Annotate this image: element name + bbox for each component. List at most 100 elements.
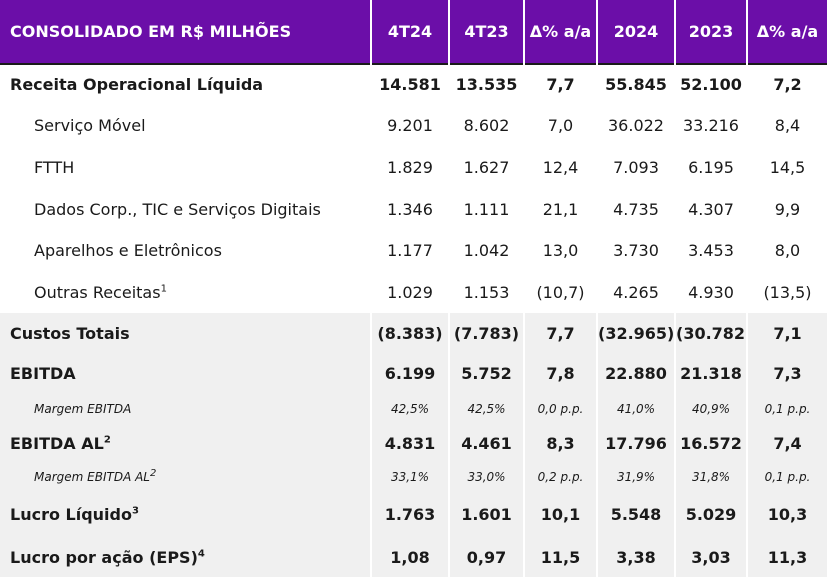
cell-delta-quarter: 7,8	[523, 353, 597, 393]
cell-delta-quarter: 21,1	[523, 188, 597, 230]
header-title: CONSOLIDADO EM R$ MILHÕES	[10, 22, 292, 41]
cell-delta-year: 0,1 p.p.	[746, 393, 827, 425]
row-label: Custos Totais	[0, 313, 371, 353]
cell-delta-quarter: 12,4	[523, 146, 597, 188]
cell-2023: (30.782)	[674, 313, 747, 353]
cell-delta-year: (13,5)	[746, 271, 827, 313]
cell-delta-year: 9,9	[746, 188, 827, 230]
cell-4t23: 1.153	[448, 271, 524, 313]
cell-2023: 40,9%	[674, 393, 747, 425]
cell-delta-quarter: 10,1	[523, 492, 597, 537]
column-header-delta-year: Δ% a/a	[746, 0, 827, 64]
cell-delta-year: 7,3	[746, 353, 827, 393]
cell-2024: 55.845	[596, 63, 675, 104]
row-label: EBITDA AL2	[0, 425, 371, 462]
cell-delta-year: 0,1 p.p.	[746, 462, 827, 492]
cell-2024: 41,0%	[596, 393, 675, 425]
cell-2024: 36.022	[596, 104, 675, 146]
cell-4t24: 1.763	[370, 492, 449, 537]
cell-2023: 3.453	[674, 230, 747, 271]
row-label: Margem EBITDA AL2	[0, 462, 371, 492]
cell-2023: 5.029	[674, 492, 747, 537]
cell-4t23: 1.042	[448, 230, 524, 271]
table-row: EBITDA AL2 4.831 4.461 8,3 17.796 16.572…	[0, 425, 827, 462]
cell-4t23: 5.752	[448, 353, 524, 393]
cell-4t23: 1.627	[448, 146, 524, 188]
cell-2023: 3,03	[674, 537, 747, 577]
cell-2024: 3,38	[596, 537, 675, 577]
cell-2023: 52.100	[674, 63, 747, 104]
row-label: EBITDA	[0, 353, 371, 393]
cell-4t24: 33,1%	[370, 462, 449, 492]
cell-2023: 31,8%	[674, 462, 747, 492]
cell-delta-year: 11,3	[746, 537, 827, 577]
cell-delta-quarter: 0,0 p.p.	[523, 393, 597, 425]
cell-delta-year: 10,3	[746, 492, 827, 537]
cell-2023: 4.930	[674, 271, 747, 313]
table-header-row: CONSOLIDADO EM R$ MILHÕES 4T24 4T23 Δ% a…	[0, 0, 827, 64]
column-header-4t23: 4T23	[448, 0, 524, 64]
table-row: FTTH 1.829 1.627 12,4 7.093 6.195 14,5	[0, 146, 827, 188]
cell-4t23: (7.783)	[448, 313, 524, 353]
cell-4t23: 1.111	[448, 188, 524, 230]
column-header-2024: 2024	[596, 0, 675, 64]
row-label: Lucro por ação (EPS)4	[0, 537, 371, 577]
cell-4t23: 8.602	[448, 104, 524, 146]
cell-delta-year: 14,5	[746, 146, 827, 188]
cell-4t24: 6.199	[370, 353, 449, 393]
cell-delta-year: 7,1	[746, 313, 827, 353]
cell-delta-quarter: 11,5	[523, 537, 597, 577]
footnote-marker: 3	[131, 505, 139, 517]
cell-4t24: 1.346	[370, 188, 449, 230]
cell-delta-quarter: 7,7	[523, 63, 597, 104]
cell-2024: 4.265	[596, 271, 675, 313]
cell-4t23: 0,97	[448, 537, 524, 577]
table-row: Margem EBITDA AL2 33,1% 33,0% 0,2 p.p. 3…	[0, 462, 827, 492]
cell-2024: 31,9%	[596, 462, 675, 492]
table-row: Lucro Líquido3 1.763 1.601 10,1 5.548 5.…	[0, 492, 827, 537]
row-label: Lucro Líquido3	[0, 492, 371, 537]
row-label: Receita Operacional Líquida	[0, 63, 371, 104]
cell-2024: (32.965)	[596, 313, 675, 353]
cell-4t24: 9.201	[370, 104, 449, 146]
cell-delta-quarter: (10,7)	[523, 271, 597, 313]
cell-2024: 17.796	[596, 425, 675, 462]
cell-4t24: 14.581	[370, 63, 449, 104]
table-row: Serviço Móvel 9.201 8.602 7,0 36.022 33.…	[0, 104, 827, 146]
cell-4t24: 1.029	[370, 271, 449, 313]
table-row: Custos Totais (8.383) (7.783) 7,7 (32.96…	[0, 313, 827, 353]
column-header-4t24: 4T24	[370, 0, 449, 64]
row-label: Outras Receitas1	[34, 282, 167, 302]
cell-delta-quarter: 7,0	[523, 104, 597, 146]
cell-4t24: 4.831	[370, 425, 449, 462]
footnote-marker: 2	[150, 468, 157, 479]
cell-2023: 16.572	[674, 425, 747, 462]
cell-2023: 33.216	[674, 104, 747, 146]
cell-4t23: 4.461	[448, 425, 524, 462]
column-header-2023: 2023	[674, 0, 747, 64]
table-row: Aparelhos e Eletrônicos 1.177 1.042 13,0…	[0, 230, 827, 271]
table-row: Outras Receitas1 1.029 1.153 (10,7) 4.26…	[0, 271, 827, 313]
cell-4t24: 1.177	[370, 230, 449, 271]
cell-2024: 7.093	[596, 146, 675, 188]
cell-2024: 5.548	[596, 492, 675, 537]
column-header-delta-quarter: Δ% a/a	[523, 0, 597, 64]
table-row: Receita Operacional Líquida 14.581 13.53…	[0, 63, 827, 104]
table-row: Margem EBITDA 42,5% 42,5% 0,0 p.p. 41,0%…	[0, 393, 827, 425]
table-row: EBITDA 6.199 5.752 7,8 22.880 21.318 7,3	[0, 353, 827, 393]
row-label: Margem EBITDA	[0, 393, 371, 425]
cell-4t24: (8.383)	[370, 313, 449, 353]
cell-2024: 22.880	[596, 353, 675, 393]
cell-4t24: 1,08	[370, 537, 449, 577]
cell-4t23: 13.535	[448, 63, 524, 104]
cell-delta-quarter: 8,3	[523, 425, 597, 462]
cell-delta-quarter: 7,7	[523, 313, 597, 353]
cell-2023: 6.195	[674, 146, 747, 188]
row-label: FTTH	[34, 157, 75, 177]
cell-2024: 4.735	[596, 188, 675, 230]
cell-2023: 21.318	[674, 353, 747, 393]
table-row: Lucro por ação (EPS)4 1,08 0,97 11,5 3,3…	[0, 537, 827, 577]
row-label: Dados Corp., TIC e Serviços Digitais	[34, 199, 321, 219]
cell-4t24: 1.829	[370, 146, 449, 188]
